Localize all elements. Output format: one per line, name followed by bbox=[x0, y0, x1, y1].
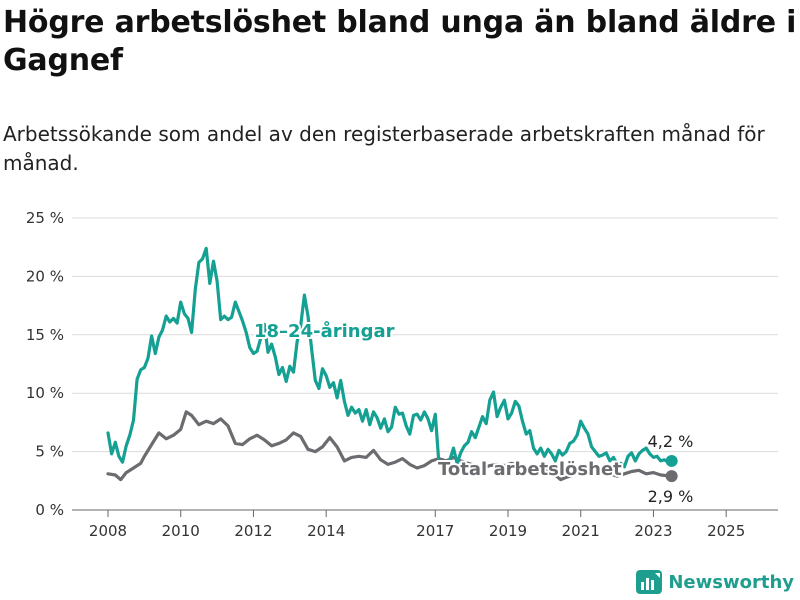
newsworthy-brand: Newsworthy bbox=[636, 570, 794, 594]
x-tick-label: 2021 bbox=[562, 522, 600, 540]
x-tick-label: 2012 bbox=[234, 522, 272, 540]
series-layer bbox=[106, 246, 678, 483]
end-value-label-youth: 4,2 % bbox=[648, 432, 694, 451]
x-tick-label: 2019 bbox=[489, 522, 527, 540]
y-tick-label: 5 % bbox=[35, 443, 64, 461]
chart-title: Högre arbetslöshet bland unga än bland ä… bbox=[3, 5, 797, 78]
y-tick-label: 25 % bbox=[26, 209, 64, 227]
x-tick-label: 2010 bbox=[162, 522, 200, 540]
y-axis: 0 % 5 % 10 % 15 % 20 % 25 % bbox=[26, 209, 64, 519]
series-labels: 18–24-åringar Total arbetslöshet 4,2 % 2,9 … bbox=[252, 318, 694, 506]
y-tick-label: 15 % bbox=[26, 326, 64, 344]
series-line-youth bbox=[106, 246, 674, 469]
x-tick-label: 2008 bbox=[89, 522, 127, 540]
brand-name: Newsworthy bbox=[668, 571, 794, 593]
series-line-total bbox=[106, 410, 674, 482]
end-point-youth bbox=[665, 454, 678, 467]
series-label-youth: 18–24-åringar bbox=[254, 320, 395, 342]
y-tick-label: 10 % bbox=[26, 384, 64, 402]
x-tick-label: 2017 bbox=[416, 522, 454, 540]
y-tick-label: 0 % bbox=[35, 501, 64, 519]
end-point-total bbox=[665, 470, 678, 483]
x-tick-label: 2023 bbox=[634, 522, 672, 540]
x-tick-label: 2025 bbox=[707, 522, 745, 540]
x-axis: 2008 2010 2012 2014 2017 2019 2021 2023 2025 bbox=[89, 510, 745, 540]
x-tick-label: 2014 bbox=[307, 522, 345, 540]
chart-subtitle: Arbetssökande som andel av den registerb… bbox=[3, 122, 765, 175]
series-label-total: Total arbetslöshet bbox=[438, 459, 622, 480]
end-value-label-total: 2,9 % bbox=[648, 487, 694, 506]
y-tick-label: 20 % bbox=[26, 267, 64, 285]
gridlines bbox=[72, 217, 778, 511]
newsworthy-logo-icon bbox=[636, 570, 663, 594]
